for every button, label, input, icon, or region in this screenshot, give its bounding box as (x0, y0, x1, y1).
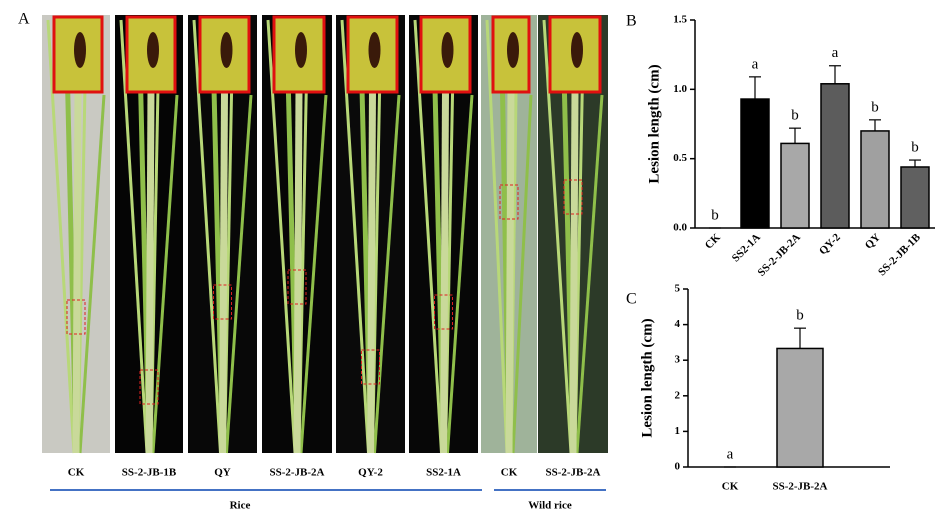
sample-label: CK (501, 467, 518, 479)
leaf (299, 94, 328, 454)
leaf (373, 94, 401, 454)
significance-letter: b (911, 139, 919, 155)
significance-letter: b (711, 207, 719, 223)
sample-label: QY (214, 467, 231, 479)
y-tick-label: 0.0 (673, 222, 687, 234)
inset-lesion (571, 32, 583, 68)
significance-letter: b (791, 108, 799, 124)
y-tick-label: 0 (675, 461, 681, 473)
significance-letter: a (752, 56, 759, 72)
stem (367, 89, 376, 454)
lesion-box (361, 349, 380, 385)
lesion-box (139, 369, 159, 405)
y-tick-label: 1 (675, 425, 681, 437)
x-tick-label: CK (703, 231, 723, 251)
leaf (78, 94, 106, 454)
inset-lesion (507, 32, 519, 68)
y-tick-label: 1.5 (673, 14, 687, 26)
stem (569, 89, 579, 454)
y-axis-label: Lesion length (cm) (646, 64, 662, 183)
sample-label: SS2-1A (426, 467, 461, 479)
sample-label: SS-2-JB-2A (269, 467, 324, 479)
y-tick-label: 3 (675, 354, 681, 366)
x-tick-label: QY-2 (817, 231, 843, 257)
stem (219, 89, 228, 454)
stem (72, 89, 82, 454)
inset-lesion (147, 32, 159, 68)
lesion-box (66, 299, 86, 335)
bar (776, 347, 824, 468)
stem (145, 89, 155, 454)
y-tick-label: 4 (675, 318, 681, 330)
significance-letter: b (796, 308, 804, 324)
bar (780, 142, 810, 229)
x-tick-label: SS-2-JB-2A (756, 231, 803, 278)
leaf (119, 19, 149, 454)
stem (505, 89, 515, 454)
significance-letter: a (727, 446, 734, 462)
leaf (151, 94, 179, 454)
leaf (413, 19, 443, 454)
stem (293, 89, 303, 454)
inset-lesion (441, 32, 454, 68)
panel-label: B (626, 13, 637, 30)
lesion-box (287, 269, 307, 305)
lesion-box (499, 184, 519, 220)
bar (860, 130, 890, 229)
leaf (511, 94, 533, 454)
panel-label: A (18, 11, 30, 28)
x-tick-label: QY (863, 231, 883, 251)
group-label: Wild rice (528, 500, 572, 512)
significance-letter: a (832, 45, 839, 61)
x-tick-label: SS-2-JB-2A (772, 481, 827, 493)
leaf (485, 19, 509, 454)
sample-label: CK (68, 467, 85, 479)
stem (440, 89, 449, 454)
inset-lesion (368, 32, 381, 68)
inset-lesion (295, 32, 307, 68)
leaf (340, 19, 370, 454)
inset-lesion (74, 32, 86, 68)
sample-label: SS-2-JB-2A (545, 467, 600, 479)
inset (491, 15, 531, 94)
significance-letter: b (871, 99, 879, 115)
inset-lesion (220, 32, 233, 68)
leaf (46, 19, 76, 454)
sample-label: QY-2 (358, 467, 383, 479)
sample-label: SS-2-JB-1B (122, 467, 177, 479)
bar (740, 98, 770, 229)
y-axis-label: Lesion length (cm) (639, 318, 655, 437)
y-tick-label: 0.5 (673, 152, 687, 164)
x-tick-label: CK (722, 481, 739, 493)
panel-label: C (626, 291, 637, 308)
x-tick-label: SS2-1A (730, 231, 763, 264)
bar (820, 83, 850, 229)
leaf (446, 94, 474, 454)
lesion-box (563, 179, 583, 215)
lesion-box (434, 294, 453, 330)
y-tick-label: 2 (675, 389, 681, 401)
lesion-box (213, 284, 232, 320)
leaf (575, 94, 604, 454)
x-tick-label: SS-2-JB-1B (876, 231, 923, 278)
y-tick-label: 5 (675, 283, 681, 295)
group-label: Rice (230, 500, 251, 512)
y-tick-label: 1.0 (673, 83, 687, 95)
leaf (192, 19, 222, 454)
bar (900, 166, 930, 229)
leaf (225, 94, 253, 454)
